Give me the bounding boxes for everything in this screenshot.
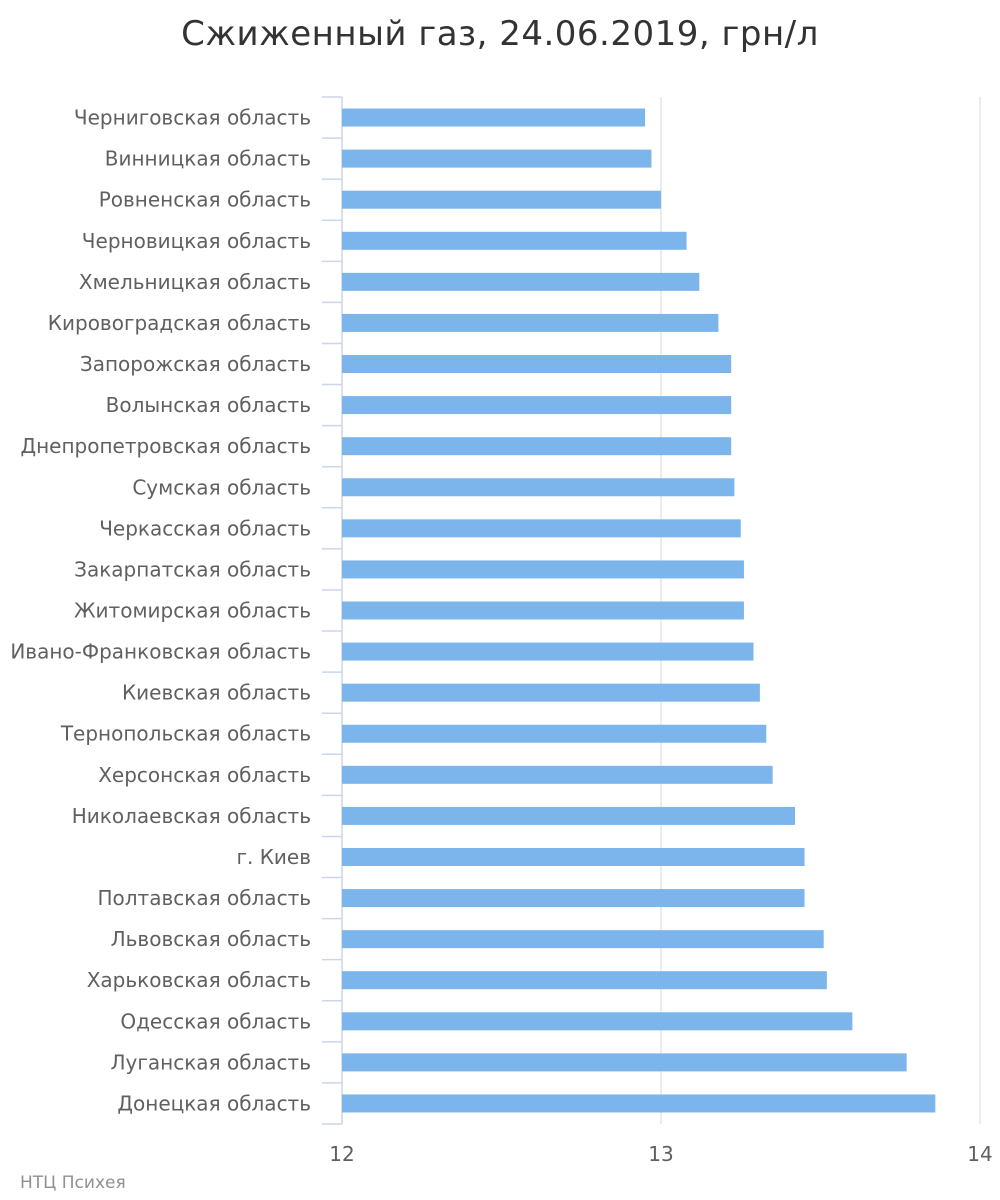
category-label: Харьковская область	[87, 968, 311, 992]
bar	[342, 1012, 853, 1031]
category-label: Хмельницкая область	[79, 270, 311, 294]
category-label: Луганская область	[111, 1050, 311, 1074]
credit-text: НТЦ Психея	[20, 1173, 126, 1193]
category-label: Донецкая область	[117, 1091, 311, 1115]
bar	[342, 971, 827, 990]
bar	[342, 313, 719, 332]
category-label: Сумская область	[132, 475, 311, 499]
bar	[342, 519, 741, 538]
category-label: Волынская область	[106, 393, 311, 417]
bar	[342, 847, 805, 866]
bar	[342, 355, 732, 374]
bar	[342, 396, 732, 415]
bar	[342, 478, 735, 497]
bar	[342, 272, 700, 291]
bar	[342, 149, 652, 168]
bar	[342, 437, 732, 456]
bar	[342, 601, 744, 620]
category-labels: Черниговская область Винницкая область Ров…	[10, 106, 311, 1116]
category-label: Ровненская область	[99, 188, 311, 212]
category-label: Запорожская область	[80, 352, 311, 376]
bar	[342, 724, 767, 743]
category-label: Херсонская область	[98, 763, 311, 787]
bar	[342, 642, 754, 661]
bar	[342, 765, 773, 784]
category-label: Киевская область	[122, 681, 311, 705]
category-label: Кировоградская область	[48, 311, 311, 335]
bars	[342, 108, 936, 1113]
x-tick-label: 14	[967, 1142, 992, 1166]
bar	[342, 560, 744, 579]
x-tick-labels: 12 13 14	[329, 1142, 992, 1166]
bar	[342, 806, 795, 825]
category-label: г. Киев	[236, 845, 311, 869]
bar	[342, 683, 760, 702]
category-label: Львовская область	[111, 927, 311, 951]
category-label: Черниговская область	[74, 106, 311, 130]
category-label: Винницкая область	[105, 147, 311, 171]
category-label: Николаевская область	[72, 804, 311, 828]
category-label: Одесская область	[120, 1009, 311, 1033]
category-label: Тернопольская область	[60, 722, 311, 746]
bar	[342, 1094, 936, 1113]
bar	[342, 231, 687, 250]
bar	[342, 889, 805, 908]
chart-title: Сжиженный газ, 24.06.2019, грн/л	[181, 14, 819, 54]
x-tick-label: 12	[329, 1142, 354, 1166]
category-label: Черкасская область	[99, 516, 311, 540]
category-label: Полтавская область	[97, 886, 311, 910]
category-label: Днепропетровская область	[20, 434, 311, 458]
bar	[342, 190, 661, 209]
bar	[342, 108, 646, 127]
x-tick-label: 13	[648, 1142, 673, 1166]
category-label: Закарпатская область	[74, 557, 311, 581]
category-label: Черновицкая область	[82, 229, 311, 253]
category-label: Житомирская область	[74, 599, 311, 623]
bar	[342, 930, 824, 949]
category-label: Ивано-Франковская область	[10, 640, 311, 664]
category-axis	[322, 96, 343, 1125]
bar	[342, 1053, 907, 1072]
